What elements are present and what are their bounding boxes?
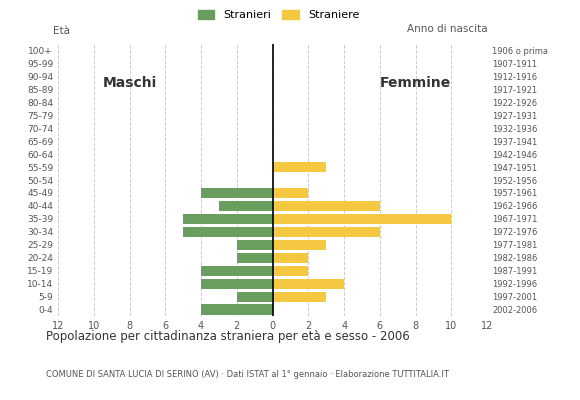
Text: Maschi: Maschi — [103, 76, 157, 90]
Bar — [237, 253, 273, 263]
Bar — [201, 278, 273, 289]
Bar — [183, 227, 273, 237]
Bar — [273, 253, 309, 263]
Text: Età: Età — [53, 26, 70, 36]
Bar — [219, 201, 273, 211]
Bar — [273, 214, 451, 224]
Bar — [273, 162, 326, 172]
Text: Anno di nascita: Anno di nascita — [407, 24, 487, 34]
Text: Femmine: Femmine — [380, 76, 451, 90]
Bar — [273, 278, 344, 289]
Bar — [273, 227, 380, 237]
Bar — [273, 240, 326, 250]
Bar — [237, 240, 273, 250]
Bar — [237, 292, 273, 302]
Text: Popolazione per cittadinanza straniera per età e sesso - 2006: Popolazione per cittadinanza straniera p… — [46, 330, 410, 343]
Bar — [201, 188, 273, 198]
Bar — [273, 188, 309, 198]
Bar — [273, 201, 380, 211]
Legend: Stranieri, Straniere: Stranieri, Straniere — [193, 6, 364, 25]
Bar — [273, 292, 326, 302]
Bar — [201, 304, 273, 314]
Text: COMUNE DI SANTA LUCIA DI SERINO (AV) · Dati ISTAT al 1° gennaio · Elaborazione T: COMUNE DI SANTA LUCIA DI SERINO (AV) · D… — [46, 370, 450, 379]
Bar — [183, 214, 273, 224]
Bar — [273, 266, 309, 276]
Bar — [201, 266, 273, 276]
